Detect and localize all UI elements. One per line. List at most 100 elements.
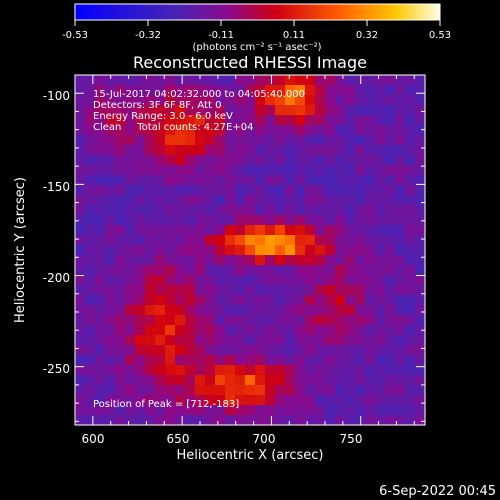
heatmap-cell [365,185,376,196]
heatmap-cell [105,415,116,426]
heatmap-cell [185,75,196,86]
heatmap-cell [115,245,126,256]
heatmap-cell [275,285,286,296]
heatmap-cell [405,85,416,96]
heatmap-cell [375,135,386,146]
heatmap-cell [185,345,196,356]
heatmap-cell [355,255,366,266]
heatmap-cell [205,285,216,296]
heatmap-cell [215,235,226,246]
heatmap-cell [105,205,116,216]
heatmap-cell [105,125,116,136]
heatmap-cell [405,255,416,266]
heatmap-cell [205,175,216,186]
heatmap-cell [345,345,356,356]
heatmap-cell [215,405,226,416]
heatmap-cell [345,195,356,206]
heatmap-cell [395,325,406,336]
heatmap-cell [165,145,176,156]
heatmap-cell [175,115,186,126]
heatmap-cell [105,215,116,226]
heatmap-cell [185,385,196,396]
heatmap-cell [195,115,206,126]
heatmap-cell [165,275,176,286]
heatmap-cell [265,245,276,256]
heatmap-cell [125,375,136,386]
heatmap-cell [305,75,316,86]
heatmap-cell [325,155,336,166]
heatmap-cell [355,185,366,196]
heatmap-cell [235,195,246,206]
heatmap-cell [315,245,326,256]
heatmap-cell [325,265,336,276]
heatmap-cell [225,135,236,146]
heatmap-cell [345,75,356,86]
heatmap-cell [345,305,356,316]
heatmap-cell [115,75,126,86]
heatmap-cell [355,275,366,286]
heatmap-cell [135,115,146,126]
heatmap-cell [135,405,146,416]
heatmap-cell [215,345,226,356]
heatmap-cell [225,115,236,126]
heatmap-cell [255,375,266,386]
heatmap-cell [275,345,286,356]
heatmap-cell [225,255,236,266]
colorbar-tick-label: -0.32 [135,30,161,41]
heatmap-cell [345,375,356,386]
heatmap-cell [95,75,106,86]
heatmap-cell [375,235,386,246]
heatmap-cell [305,235,316,246]
heatmap-cell [205,365,216,376]
heatmap-cell [365,275,376,286]
heatmap-cell [125,245,136,256]
heatmap-cell [275,155,286,166]
heatmap-cell [395,155,406,166]
heatmap-cell [85,135,96,146]
heatmap-cell [275,405,286,416]
heatmap-cell [195,125,206,136]
heatmap-cell [185,125,196,136]
heatmap-cell [415,295,426,306]
heatmap-cell [315,375,326,386]
heatmap-cell [375,195,386,206]
heatmap-cell [335,185,346,196]
heatmap-cell [315,355,326,366]
heatmap-cell [135,335,146,346]
heatmap-cell [345,365,356,376]
heatmap-cell [145,195,156,206]
heatmap-cell [245,255,256,266]
heatmap-cell [395,225,406,236]
heatmap-cell [335,75,346,86]
heatmap-cell [275,185,286,196]
heatmap-cell [335,95,346,106]
heatmap-cell [85,185,96,196]
heatmap-cell [215,335,226,346]
heatmap-cell [235,145,246,156]
heatmap-cell [125,275,136,286]
heatmap-cell [255,175,266,186]
heatmap-cell [395,245,406,256]
heatmap-cell [295,275,306,286]
heatmap-cell [185,295,196,306]
heatmap-cell [415,275,426,286]
heatmap-cell [305,365,316,376]
heatmap-cell [135,295,146,306]
heatmap-cell [405,335,416,346]
heatmap-cell [255,305,266,316]
heatmap-cell [235,245,246,256]
heatmap-cell [285,395,296,406]
heatmap-cell [175,125,186,136]
heatmap-cell [295,405,306,416]
heatmap-cell [195,395,206,406]
heatmap-cell [375,95,386,106]
heatmap-cell [395,135,406,146]
heatmap-cell [285,165,296,176]
heatmap-cell [185,115,196,126]
heatmap-cell [165,215,176,226]
heatmap-cell [75,395,86,406]
heatmap-cell [165,175,176,186]
heatmap-cell [385,325,396,336]
heatmap-cell [145,135,156,146]
heatmap-cell [125,365,136,376]
